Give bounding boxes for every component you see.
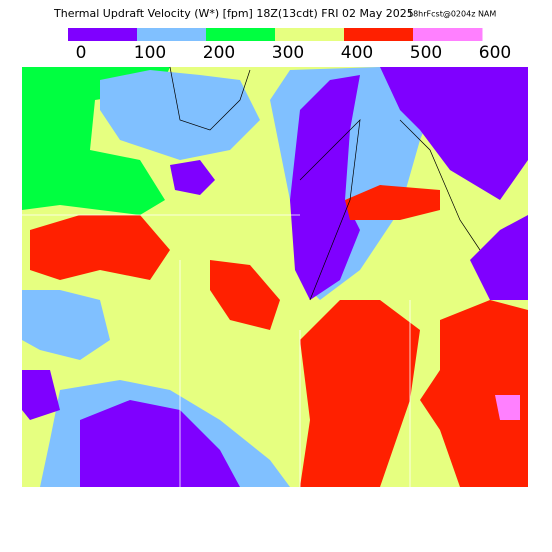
field-purple [22, 370, 60, 420]
shoreline [169, 66, 481, 301]
lake-michigan [290, 75, 360, 300]
field-red [420, 300, 528, 487]
legend-swatch [344, 28, 414, 41]
legend-tick-label: 600 [479, 43, 511, 63]
field-blue [100, 70, 260, 160]
lake-region [470, 215, 528, 300]
field-red [345, 185, 440, 220]
legend-tick-label: 0 [76, 43, 87, 63]
subtitle: 18hrFcst@0204z NAM [408, 10, 496, 19]
field-purple [80, 400, 240, 487]
legend-swatch [137, 28, 207, 41]
boundary [22, 214, 411, 487]
field-blue [22, 290, 110, 360]
legend-swatch [275, 28, 345, 41]
field-green [22, 67, 170, 215]
legend-tick-label: 200 [203, 43, 235, 63]
field-red [300, 300, 420, 487]
field-purple [170, 160, 215, 195]
legend-tick-label: 100 [134, 43, 166, 63]
legend-tick-label: 400 [341, 43, 373, 63]
lake-huron [380, 67, 528, 200]
legend-swatch [413, 28, 483, 41]
map [22, 66, 528, 487]
legend-tick-label: 500 [410, 43, 442, 63]
legend-swatch [68, 28, 138, 41]
legend: 0 100 200 300 400 500 600 [68, 28, 511, 63]
title: Thermal Updraft Velocity (W*) [fpm] 18Z(… [53, 7, 414, 20]
field-red [30, 215, 170, 280]
field-red [210, 260, 280, 330]
legend-swatch [206, 28, 276, 41]
field-pink [495, 395, 520, 420]
legend-tick-label: 300 [272, 43, 304, 63]
